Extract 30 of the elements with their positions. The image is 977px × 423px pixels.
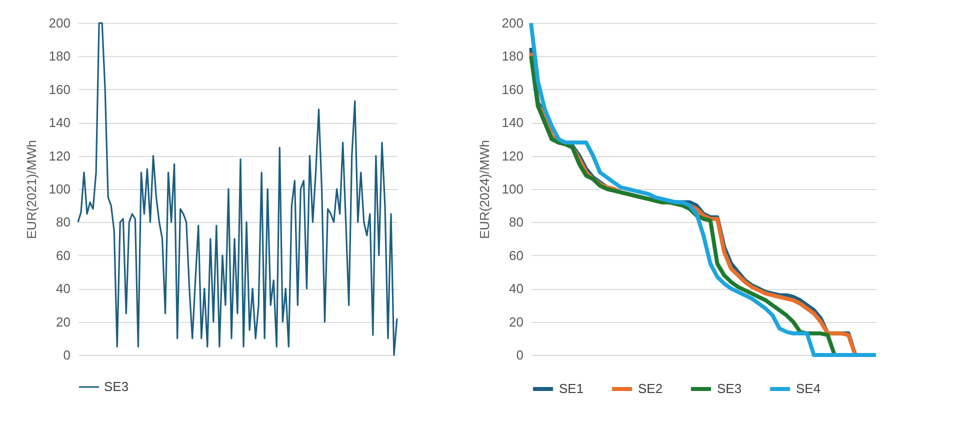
y-tick-label: 20 (509, 314, 524, 330)
y-tick-label: 160 (502, 82, 524, 97)
y-tick-label: 200 (48, 16, 70, 30)
y-tick-label: 120 (502, 148, 524, 164)
y-tick-label: 180 (502, 48, 524, 64)
y-tick-label: 40 (56, 281, 70, 296)
y-tick-label: 120 (48, 148, 70, 164)
y-tick-label: 140 (48, 115, 70, 130)
y-tick-label: 80 (56, 214, 70, 230)
y-tick-label: 100 (502, 182, 524, 196)
y-tick-label: 0 (516, 348, 524, 362)
y-tick-label: 40 (509, 281, 524, 296)
legend-label: SE1 (559, 381, 584, 396)
legend-label: SE2 (638, 381, 663, 396)
line-series (77, 22, 398, 356)
y-axis-title: EUR(2024)/MWh (476, 140, 492, 239)
legend-label: SE4 (796, 381, 821, 396)
y-tick-label: 80 (509, 214, 524, 230)
y-tick-label: 20 (56, 314, 70, 330)
y-axis-title: EUR(2021)/MWh (24, 140, 39, 239)
y-tick-label: 60 (509, 248, 524, 263)
y-tick-label: 60 (56, 248, 70, 263)
y-tick-label: 200 (502, 16, 524, 30)
legend-label: SE3 (717, 381, 742, 396)
y-tick-label: 180 (48, 48, 70, 64)
y-tick-label: 160 (48, 82, 70, 97)
y-tick-label: 140 (502, 115, 524, 130)
y-tick-label: 100 (48, 182, 70, 196)
legend-label: SE3 (104, 379, 129, 394)
y-tick-label: 0 (63, 348, 70, 362)
